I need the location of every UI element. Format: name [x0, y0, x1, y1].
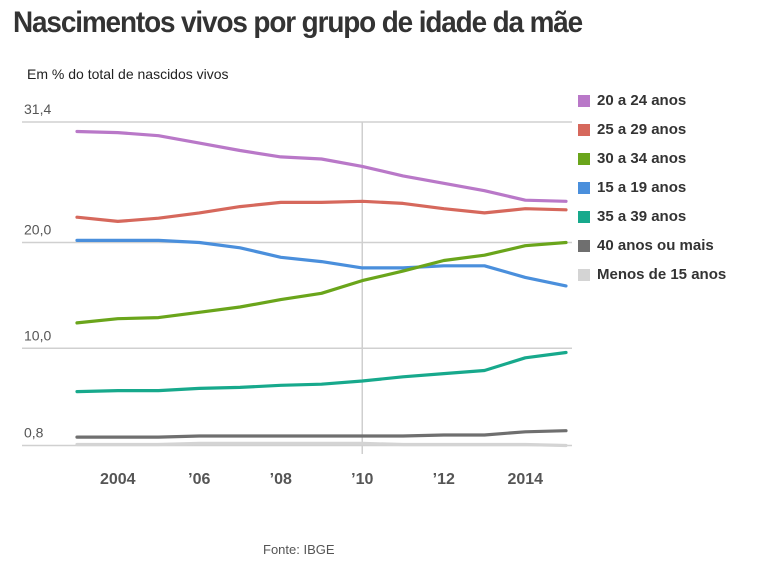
- legend-swatch: [578, 239, 590, 252]
- legend-swatch: [578, 210, 590, 223]
- legend-label: 15 a 19 anos: [597, 179, 687, 196]
- legend-swatch: [578, 181, 590, 194]
- source-note: Fonte: IBGE: [263, 542, 335, 557]
- legend-item: 15 a 19 anos: [578, 173, 726, 202]
- legend-item: 25 a 29 anos: [578, 115, 726, 144]
- y-tick-label: 0,8: [24, 425, 44, 441]
- legend: 20 a 24 anos 25 a 29 anos 30 a 34 anos 15 a…: [578, 86, 726, 289]
- legend-item: 30 a 34 anos: [578, 144, 726, 173]
- x-tick-label: ’06: [188, 471, 210, 488]
- series-line: [75, 238, 568, 288]
- legend-label: 25 a 29 anos: [597, 121, 687, 138]
- grid: 0,8 10,0 20,0 31,4: [22, 101, 572, 454]
- chart-title: Nascimentos vivos por grupo de idade da …: [13, 6, 583, 39]
- series-line: [75, 199, 568, 223]
- y-tick-label: 20,0: [24, 222, 51, 238]
- y-tick-label: 31,4: [24, 101, 51, 117]
- legend-swatch: [578, 123, 590, 136]
- series-line: [75, 429, 568, 439]
- legend-label: 40 anos ou mais: [597, 237, 714, 254]
- legend-item: 35 a 39 anos: [578, 202, 726, 231]
- chart-subtitle: Em % do total de nascidos vivos: [27, 66, 229, 82]
- legend-item: Menos de 15 anos: [578, 260, 726, 289]
- legend-swatch: [578, 94, 590, 107]
- x-tick-label: ’12: [433, 471, 455, 488]
- y-tick-label: 10,0: [24, 327, 51, 343]
- x-tick-label: 2004: [100, 471, 136, 488]
- legend-item: 40 anos ou mais: [578, 231, 726, 260]
- legend-label: 30 a 34 anos: [597, 150, 687, 167]
- series-lines: [75, 129, 568, 448]
- legend-label: 35 a 39 anos: [597, 208, 687, 225]
- series-line: [75, 350, 568, 394]
- legend-item: 20 a 24 anos: [578, 86, 726, 115]
- x-tick-label: 2014: [507, 471, 543, 488]
- series-line: [75, 240, 568, 325]
- x-axis-labels: 2004 ’06 ’08 ’10 ’12 2014: [100, 471, 543, 488]
- legend-swatch: [578, 268, 590, 281]
- x-tick-label: ’08: [270, 471, 292, 488]
- x-tick-label: ’10: [351, 471, 373, 488]
- legend-label: Menos de 15 anos: [597, 266, 727, 283]
- series-line: [75, 441, 568, 448]
- series-line: [75, 129, 568, 203]
- legend-label: 20 a 24 anos: [597, 92, 687, 109]
- legend-swatch: [578, 152, 590, 165]
